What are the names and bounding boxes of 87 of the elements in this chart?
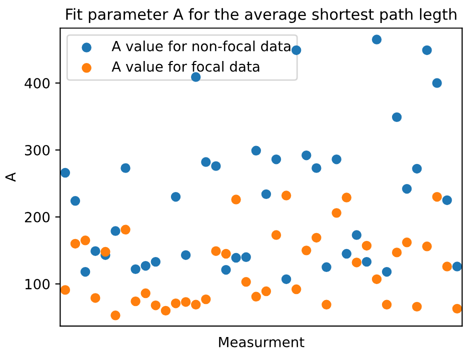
y-tick-label: 200	[24, 212, 50, 222]
point	[201, 157, 211, 167]
point	[422, 45, 432, 56]
point	[352, 258, 362, 268]
point	[150, 256, 161, 267]
point	[261, 286, 272, 296]
point	[402, 184, 412, 194]
point	[271, 230, 282, 240]
y-tick-label: 100	[25, 278, 50, 290]
point	[60, 168, 70, 178]
point	[90, 293, 100, 303]
point	[452, 262, 462, 272]
point	[251, 292, 262, 302]
point	[352, 230, 362, 240]
point	[211, 246, 221, 256]
point	[382, 266, 392, 277]
point	[281, 274, 292, 284]
point	[110, 310, 120, 320]
point	[342, 192, 352, 202]
y-axis-title: A	[5, 172, 16, 182]
legend-label: A value for non-focal data	[112, 40, 290, 52]
point	[190, 72, 201, 82]
point	[392, 112, 402, 122]
legend-label: A value for focal data	[112, 61, 260, 72]
point	[382, 300, 392, 310]
point	[60, 285, 70, 295]
point	[332, 208, 342, 218]
point	[170, 192, 181, 202]
point	[452, 304, 462, 314]
point	[442, 195, 452, 206]
point	[302, 150, 312, 160]
point	[362, 256, 372, 267]
point	[221, 248, 231, 259]
point	[392, 248, 402, 258]
point	[180, 250, 191, 260]
point	[221, 264, 231, 275]
point	[90, 246, 100, 256]
point	[130, 264, 140, 274]
point	[140, 288, 150, 298]
point	[402, 238, 412, 248]
point	[241, 252, 251, 262]
point	[70, 196, 80, 206]
point	[170, 298, 181, 308]
x-axis-title: Measurment	[219, 336, 304, 348]
y-tick-label: 400	[24, 78, 50, 89]
point	[261, 189, 272, 200]
point	[160, 306, 171, 316]
point	[251, 146, 262, 156]
point	[422, 242, 432, 252]
point	[302, 246, 312, 256]
point	[432, 78, 442, 88]
point	[312, 232, 322, 243]
point	[322, 300, 332, 310]
point	[412, 164, 422, 174]
point	[140, 260, 150, 271]
point	[211, 161, 221, 171]
chart-title: Fit parameter A for the average shortest path legth	[66, 8, 456, 23]
point	[372, 34, 382, 44]
point	[120, 163, 130, 173]
point	[332, 154, 342, 164]
point	[80, 266, 90, 277]
point	[322, 262, 332, 272]
point	[291, 45, 302, 56]
point	[190, 300, 201, 310]
point	[432, 192, 442, 202]
point	[271, 154, 282, 164]
point	[70, 238, 80, 249]
point	[312, 163, 322, 173]
point	[120, 224, 130, 235]
point	[281, 190, 292, 200]
point	[130, 296, 140, 306]
point	[110, 226, 120, 236]
point	[231, 194, 241, 204]
point	[150, 300, 161, 310]
point	[80, 236, 90, 246]
point	[412, 302, 422, 312]
y-tick-label: 300	[25, 144, 50, 156]
point	[291, 284, 302, 294]
point	[231, 252, 241, 263]
point	[342, 248, 352, 259]
point	[372, 274, 382, 284]
point	[180, 297, 191, 307]
point	[100, 246, 110, 257]
point	[201, 294, 211, 304]
point	[442, 262, 452, 272]
point	[241, 277, 251, 287]
point	[362, 240, 372, 251]
